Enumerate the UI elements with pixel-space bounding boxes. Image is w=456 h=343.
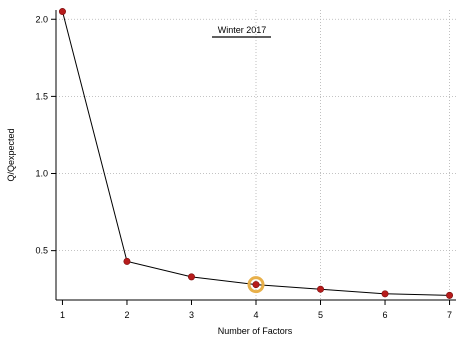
x-tick-label: 2 <box>124 310 129 320</box>
x-tick-label: 7 <box>447 310 452 320</box>
annotation-label: Winter 2017 <box>218 25 267 35</box>
data-points <box>58 8 454 299</box>
x-tick-label: 5 <box>318 310 323 320</box>
y-tick-label: 1.5 <box>35 91 48 101</box>
y-ticks: 0.5 1.0 1.5 2.0 <box>35 14 56 256</box>
data-point <box>446 291 454 299</box>
highlight-ring <box>247 276 265 294</box>
data-point <box>123 257 131 265</box>
data-point <box>58 8 66 16</box>
x-tick-label: 4 <box>253 310 258 320</box>
x-tick-label: 6 <box>383 310 388 320</box>
y-tick-label: 0.5 <box>35 246 48 256</box>
x-tick-label: 1 <box>60 310 65 320</box>
series-line <box>62 11 450 296</box>
data-point <box>187 273 195 281</box>
y-tick-label: 2.0 <box>35 14 48 24</box>
x-tick-label: 3 <box>189 310 194 320</box>
data-point <box>317 285 325 293</box>
y-axis-title: Q/Qexpected <box>6 128 16 181</box>
grid-lines <box>56 10 456 300</box>
data-point <box>381 290 389 298</box>
x-axis-title: Number of Factors <box>218 326 293 336</box>
y-tick-label: 1.0 <box>35 169 48 179</box>
x-ticks: 1 2 3 4 5 6 7 <box>60 300 452 320</box>
data-point <box>252 281 260 289</box>
